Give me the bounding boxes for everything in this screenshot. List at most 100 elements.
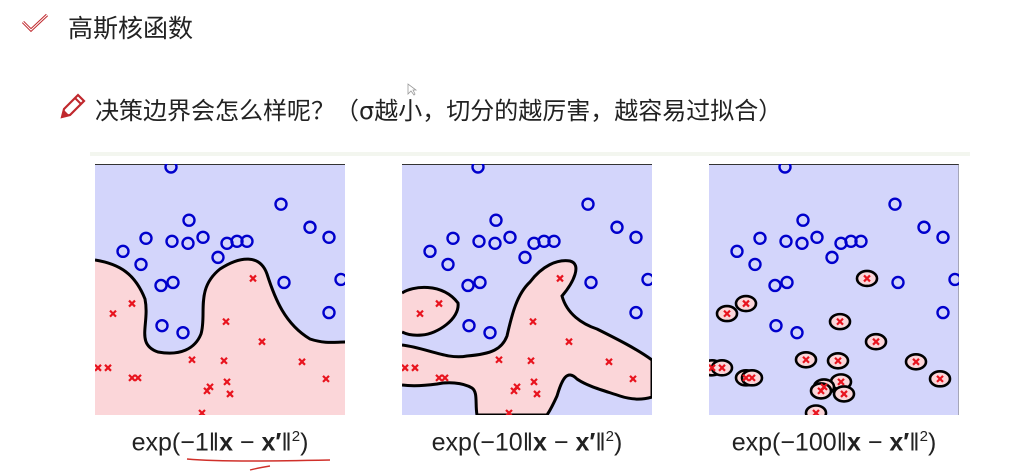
class-o-point bbox=[211, 250, 225, 265]
class-o-point bbox=[277, 275, 291, 290]
class-o-point bbox=[778, 164, 792, 174]
class-o-point bbox=[489, 213, 503, 227]
class-x-point bbox=[128, 299, 136, 308]
class-x-point bbox=[863, 274, 871, 283]
class-o-point bbox=[154, 278, 168, 293]
class-o-point bbox=[166, 275, 180, 290]
class-o-point bbox=[322, 305, 336, 320]
formula-text: exp(−10‖ bbox=[431, 428, 534, 457]
class-o-point bbox=[176, 325, 190, 340]
class-x-point bbox=[223, 378, 231, 386]
class-x-point bbox=[441, 374, 449, 382]
formula-text: − bbox=[232, 428, 262, 457]
class-o-point bbox=[471, 164, 485, 174]
class-o-point bbox=[165, 234, 179, 249]
class-x-point bbox=[709, 364, 716, 372]
class-o-point bbox=[134, 257, 148, 272]
class-o-point bbox=[948, 272, 959, 287]
class-o-point bbox=[936, 305, 950, 320]
class-o-point bbox=[303, 220, 317, 234]
plot-gamma-100 bbox=[709, 164, 959, 415]
formula-text: ) bbox=[927, 428, 937, 457]
formula-text: exp(−100‖ bbox=[731, 428, 847, 457]
class-o-point bbox=[768, 278, 782, 293]
class-o-point bbox=[116, 244, 130, 259]
class-x-point bbox=[104, 364, 112, 372]
class-o-point bbox=[769, 318, 783, 333]
kernel-formula-gamma-1: exp(−1‖x − x′‖2) bbox=[70, 428, 370, 457]
formula-x-prime: x′ bbox=[575, 428, 596, 457]
class-x-point bbox=[402, 364, 409, 372]
class-o-point bbox=[810, 230, 824, 244]
class-x-point bbox=[936, 375, 944, 383]
formula-text: ) bbox=[300, 428, 309, 457]
class-o-point bbox=[748, 257, 762, 272]
class-o-point bbox=[423, 244, 437, 259]
formula-x-prime: x′ bbox=[261, 428, 282, 457]
class-o-point bbox=[936, 230, 950, 244]
kernel-formula-gamma-10: exp(−10‖x − x′‖2) bbox=[377, 428, 677, 457]
formula-text: − bbox=[546, 428, 576, 457]
class-x-point bbox=[495, 356, 503, 364]
class-o-point bbox=[795, 236, 809, 251]
class-o-point bbox=[472, 234, 486, 249]
mouse-cursor-icon bbox=[407, 83, 417, 96]
class-x-point bbox=[565, 337, 573, 346]
class-x-point bbox=[742, 374, 750, 382]
class-x-point bbox=[109, 309, 117, 318]
region-class-x bbox=[402, 285, 460, 337]
class-o-point bbox=[322, 230, 336, 244]
class-o-point bbox=[629, 230, 643, 244]
class-x-point bbox=[188, 356, 196, 364]
decision-island bbox=[804, 404, 828, 415]
class-o-point bbox=[462, 318, 476, 333]
class-x-point bbox=[95, 364, 102, 372]
class-x-point bbox=[748, 374, 756, 382]
class-o-point bbox=[854, 234, 868, 249]
kernel-formula-gamma-100: exp(−100‖x − x′‖2) bbox=[684, 428, 984, 457]
formula-exponent: 2 bbox=[291, 428, 301, 445]
class-o-point bbox=[503, 230, 517, 244]
class-o-point bbox=[181, 236, 195, 251]
class-o-point bbox=[796, 213, 810, 227]
class-x-point bbox=[510, 387, 518, 395]
class-o-point bbox=[274, 197, 288, 211]
class-x-point bbox=[872, 337, 880, 346]
formula-x-prime: x′ bbox=[889, 428, 910, 457]
class-o-point bbox=[483, 325, 497, 340]
region-class-x bbox=[95, 259, 345, 415]
class-x-point bbox=[629, 375, 637, 383]
check-icon bbox=[21, 13, 49, 33]
class-o-point bbox=[446, 231, 460, 245]
handwritten-underline bbox=[186, 458, 331, 471]
class-x-point bbox=[220, 357, 228, 365]
class-x-point bbox=[556, 274, 564, 283]
class-x-point bbox=[812, 409, 820, 415]
class-x-point bbox=[802, 356, 810, 364]
class-o-point bbox=[488, 236, 502, 251]
class-o-point bbox=[334, 272, 345, 287]
class-x-point bbox=[837, 378, 845, 386]
class-x-point bbox=[527, 357, 535, 365]
class-x-point bbox=[718, 364, 726, 372]
region-class-x bbox=[402, 259, 652, 415]
class-o-point bbox=[779, 234, 793, 249]
class-x-point bbox=[834, 357, 842, 365]
class-x-point bbox=[435, 374, 443, 382]
class-o-point bbox=[641, 272, 652, 287]
class-o-point bbox=[182, 213, 196, 227]
class-x-point bbox=[258, 337, 266, 346]
class-x-point bbox=[298, 358, 306, 366]
formula-text: ‖ bbox=[909, 428, 920, 457]
formula-x: x bbox=[846, 428, 861, 457]
formula-exponent: 2 bbox=[605, 428, 615, 445]
class-x-point bbox=[435, 299, 443, 308]
plot-gamma-1 bbox=[95, 164, 345, 415]
class-x-point bbox=[416, 309, 424, 318]
class-o-point bbox=[155, 318, 169, 333]
class-o-point bbox=[240, 234, 254, 249]
class-x-point bbox=[134, 374, 142, 382]
formula-x: x bbox=[533, 428, 547, 457]
class-x-point bbox=[198, 409, 206, 415]
class-o-point bbox=[139, 231, 153, 245]
